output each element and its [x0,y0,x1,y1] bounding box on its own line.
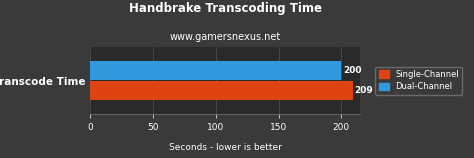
Text: www.gamersnexus.net: www.gamersnexus.net [170,32,281,42]
Text: 209: 209 [355,86,374,95]
Legend: Single-Channel, Dual-Channel: Single-Channel, Dual-Channel [375,67,462,95]
Text: 200: 200 [343,66,362,75]
Text: Handbrake Transcoding Time: Handbrake Transcoding Time [128,2,322,15]
Bar [90,81,353,100]
Bar [90,61,341,80]
Text: Seconds - lower is better: Seconds - lower is better [169,143,282,152]
